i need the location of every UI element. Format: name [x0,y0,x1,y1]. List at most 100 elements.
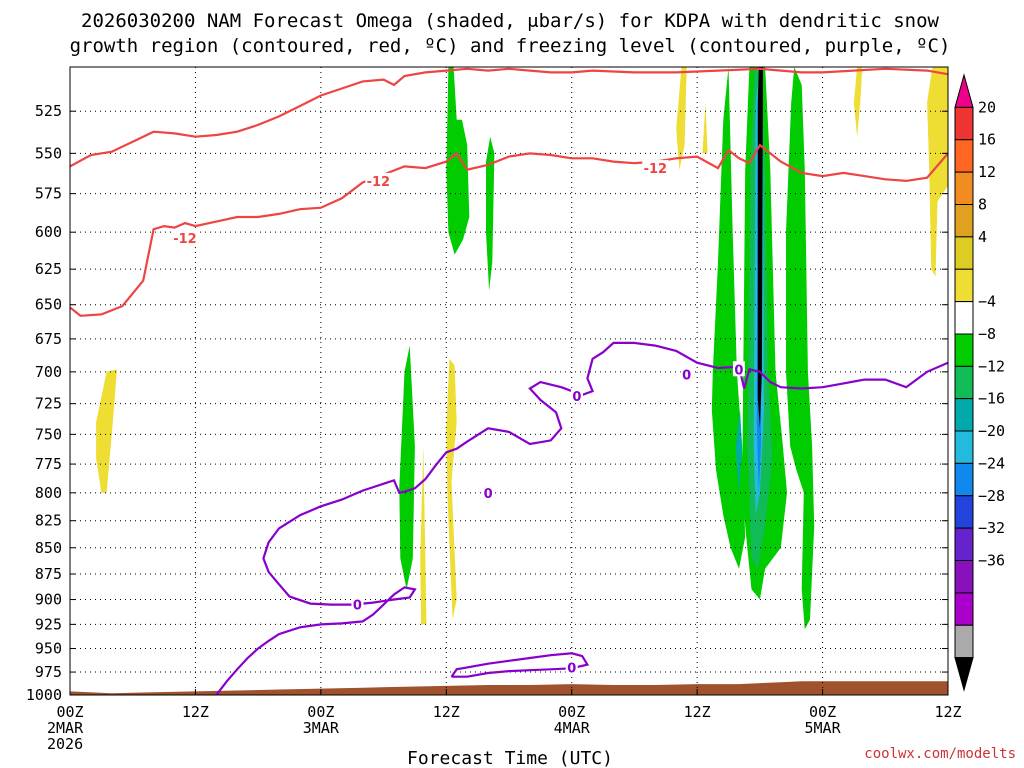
colorbar-label-2: 12 [978,163,996,181]
x-tick-label-0-2: 2026 [47,735,83,753]
colorbar-bin-3 [954,171,974,205]
x-axis-label: Forecast Time (UTC) [407,748,613,768]
grid-lines [70,67,948,696]
terrain-surface [70,681,948,695]
x-tick-label-3-0: 12Z [433,703,460,721]
colorbar-bin-17 [954,624,974,659]
colorbar-label-8: −16 [978,390,1005,408]
freezing-label-bg-3 [732,361,745,377]
y-tick-label-5: 650 [35,296,62,314]
omega-region-2 [420,446,427,625]
y-tick-label-17: 950 [35,640,62,658]
omega-region-5 [486,136,495,291]
omega-region-9 [735,409,743,493]
colorbar-bin-0 [954,73,974,108]
x-tick-label-2-1: 3MAR [303,719,340,737]
x-tick-label-6-1: 5MAR [805,719,842,737]
y-tick-label-7: 700 [35,363,62,381]
colorbar-label-0: 20 [978,98,996,116]
colorbar-label-4: 4 [978,228,987,246]
colorbar-label-7: −12 [978,357,1005,375]
y-tick-label-12: 825 [35,512,62,530]
colorbar-label-5: −4 [978,293,996,311]
freezing-label-4: 0 [682,368,691,383]
x-tick-label-5-0: 12Z [684,703,711,721]
omega-region-1 [399,345,415,590]
omega-region-16 [853,67,863,137]
freezing-label-3: 0 [734,363,743,378]
y-axis: 525 550 575 600 625 650 675 700 725 750 775 800 825 8… [26,102,948,704]
contour-lines: -12 -12 -12 0 0 0 0 0 0 [70,67,948,695]
colorbar-bin-6 [954,268,974,303]
omega-region-3 [446,358,457,620]
freezing-label-5: 0 [567,661,576,676]
x-tick-label-1-0: 12Z [182,703,209,721]
colorbar: 20 16 12 8 4 −4 −8 −12 −16 −20 −24 −28 −32 −36 [954,73,1005,692]
dendritic-lower-contour [70,143,948,317]
y-tick-label-14: 875 [35,565,62,583]
colorbar-label-1: 16 [978,131,996,149]
colorbar-bin-16 [954,592,974,626]
colorbar-bin-8 [954,333,974,367]
x-tick-label-0-1: 2MAR [47,719,84,737]
colorbar-label-12: −32 [978,519,1005,537]
x-tick-label-4-1: 4MAR [554,719,591,737]
freezing-label-0: 0 [353,599,362,614]
y-tick-label-0: 525 [35,102,62,120]
omega-region-8 [711,67,746,569]
omega-region-0 [96,369,117,493]
x-tick-label-7-0: 12Z [934,703,961,721]
colorbar-label-13: −36 [978,552,1005,570]
freezing-label-1: 0 [572,390,581,405]
y-tick-label-6: 675 [35,330,62,348]
dendritic-label-1: -12 [367,175,391,190]
colorbar-label-6: −8 [978,325,996,343]
omega-region-7 [702,102,708,154]
omega-region-6 [676,67,687,170]
terrain-fill [70,681,948,695]
y-tick-label-19: 1000 [26,686,62,704]
chart-title-line1: 2026030200 NAM Forecast Omega (shaded, μ… [81,10,939,32]
x-tick-label-2-0: 00Z [307,703,334,721]
colorbar-bin-1 [954,106,974,141]
dendritic-label-bg-0 [171,230,198,246]
colorbar-bin-9 [954,365,974,400]
y-tick-label-13: 850 [35,539,62,557]
y-tick-label-9: 750 [35,425,62,443]
freezing-label-bg-2 [482,484,495,500]
colorbar-label-9: −20 [978,422,1005,440]
y-tick-label-4: 625 [35,260,62,278]
y-tick-label-8: 725 [35,395,62,413]
y-tick-label-3: 600 [35,223,62,241]
credit-text: coolwx.com/modelts [864,746,1016,762]
omega-region-4 [446,67,470,255]
chart-title-line2: growth region (contoured, red, ºC) and f… [70,35,951,57]
omega-region-14 [757,67,763,429]
omega-region-17 [927,67,948,277]
freezing-level-pocket [450,652,590,678]
colorbar-label-3: 8 [978,195,987,213]
y-tick-label-10: 775 [35,455,62,473]
y-tick-label-11: 800 [35,484,62,502]
dendritic-label-0: -12 [173,232,197,247]
colorbar-bin-11 [954,430,974,464]
y-tick-label-15: 900 [35,591,62,609]
colorbar-bin-13 [954,495,974,529]
y-tick-label-2: 575 [35,185,62,203]
y-tick-label-18: 975 [35,663,62,681]
omega-shading [96,67,948,630]
dendritic-upper-contour [70,67,948,168]
colorbar-bin-2 [954,139,974,173]
x-tick-label-6-0: 00Z [809,703,836,721]
colorbar-label-10: −24 [978,454,1005,472]
colorbar-bin-18 [954,657,974,692]
freezing-label-bg-5 [565,659,578,675]
x-tick-label-4-0: 00Z [558,703,585,721]
dendritic-label-bg-2 [642,160,669,176]
freezing-label-bg-1 [570,388,583,404]
colorbar-bin-12 [954,462,974,497]
colorbar-bin-10 [954,398,974,432]
y-tick-label-1: 550 [35,144,62,162]
